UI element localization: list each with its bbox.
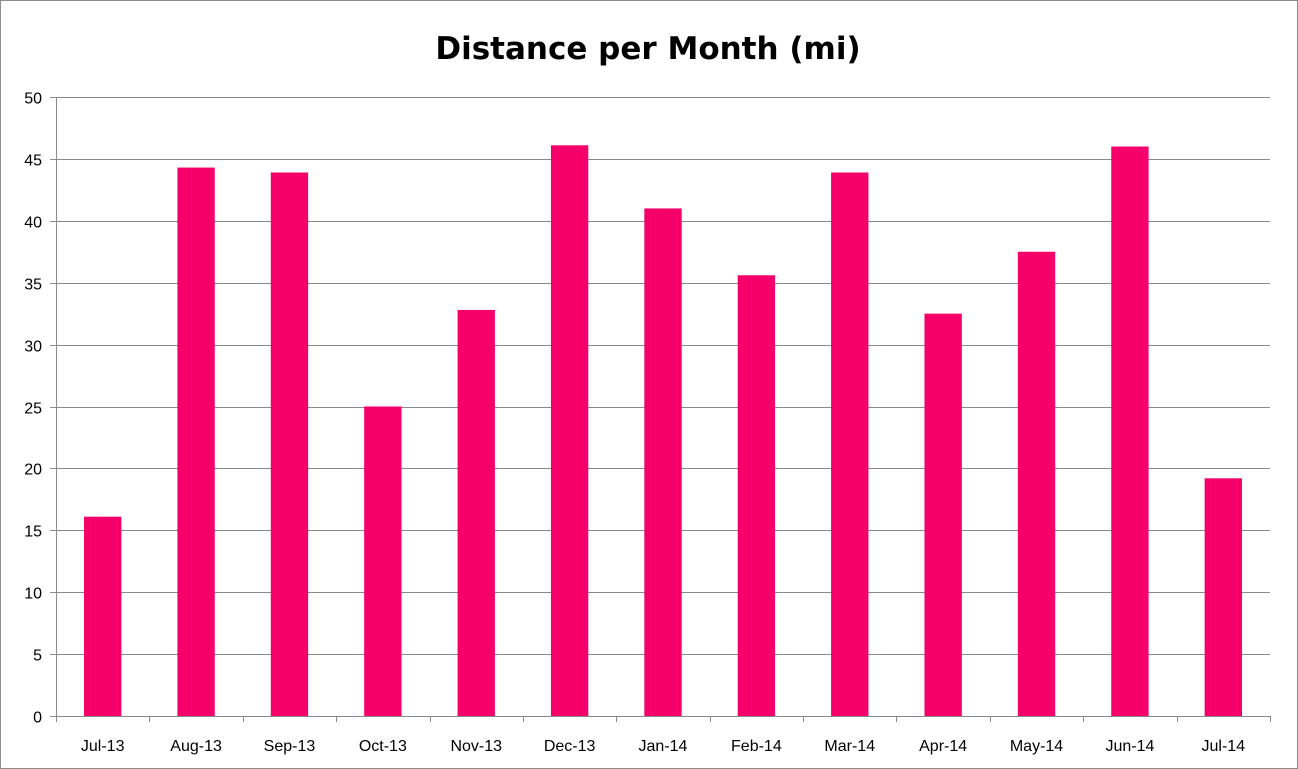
bar-aug-13 [177,167,215,717]
y-tick-label: 5 [33,648,42,665]
y-tick-label: 30 [24,339,42,356]
bar-jun-14 [1111,146,1149,716]
bar-dec-13 [550,145,589,717]
y-tick-label: 25 [24,401,42,418]
bar-apr-14 [924,313,962,716]
bar-mar-14 [831,172,869,716]
bar-jan-14 [644,208,682,717]
y-tick-label: 35 [24,277,42,294]
x-tick-label: Sep-13 [264,738,316,755]
bar-may-14 [1017,251,1056,716]
bar-sep-13 [270,172,309,716]
x-tick-label: Apr-14 [919,738,967,755]
y-tick-label: 15 [24,524,42,541]
y-tick-label: 50 [24,91,42,108]
y-tick-label: 20 [24,462,42,479]
x-tick-label: Jul-14 [1202,738,1246,755]
y-tick-label: 45 [24,153,42,170]
x-tick-label: Feb-14 [731,738,782,755]
bar-oct-13 [364,406,402,716]
bar-jul-13 [84,516,122,716]
y-tick-label: 10 [24,586,42,603]
x-tick-label: Dec-13 [544,738,596,755]
bar-feb-14 [737,275,776,716]
tick-labels: 0 5 10 15 20 25 30 35 40 45 50 Jul-13 Aug-13 Sep-13 Oc… [24,91,1245,756]
x-tick-label: Aug-13 [170,738,222,755]
x-tick-label: Nov-13 [450,738,502,755]
x-tick-label: Jan-14 [639,738,688,755]
x-tick-label: Jun-14 [1105,738,1154,755]
y-tick-label: 0 [33,710,42,727]
y-tick-label: 40 [24,215,42,232]
x-tick-label: May-14 [1010,738,1063,755]
bar-nov-13 [457,309,495,716]
bar-jul-14 [1204,478,1242,716]
bars [84,145,1242,717]
chart-title: Distance per Month (mi) [435,31,860,67]
x-tick-label: Jul-13 [81,738,125,755]
x-tick-label: Mar-14 [824,738,875,755]
x-tick-label: Oct-13 [359,738,407,755]
axes [50,97,1271,722]
